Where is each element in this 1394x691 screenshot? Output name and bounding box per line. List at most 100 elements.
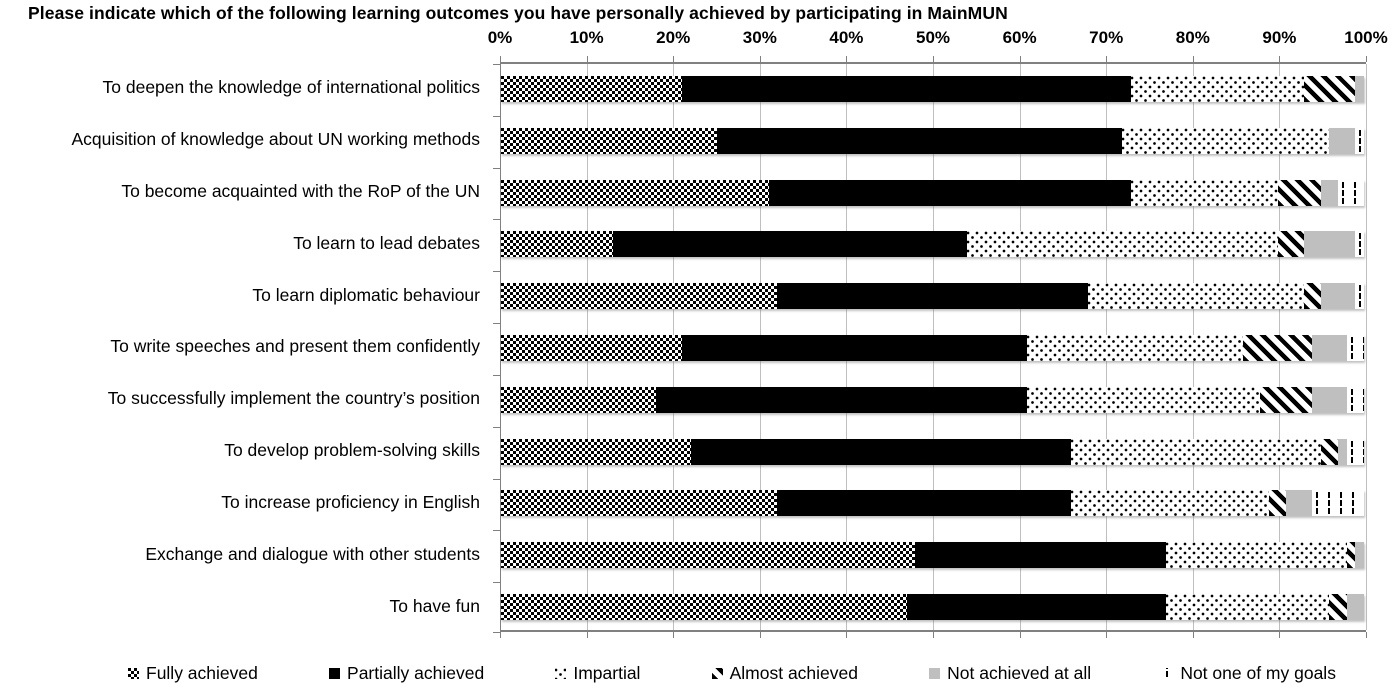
category-axis-tick-mark: [493, 323, 500, 324]
x-axis-tick-label: 60%: [1002, 28, 1037, 47]
bar-segment-fully-achieved: [501, 75, 683, 102]
category-label: To become acquainted with the RoP of the…: [121, 181, 480, 202]
bar-segment-not-achieved-at-all: [1312, 335, 1347, 361]
bar-segment-not-achieved-at-all: [1346, 594, 1364, 621]
bar-segment-not-one-of-my-goals: [1346, 438, 1364, 465]
bar-row: [501, 386, 1364, 413]
legend-label: Impartial: [573, 662, 641, 683]
bar-segment-not-achieved-at-all: [1329, 127, 1356, 154]
bar-segment-impartial: [1070, 490, 1270, 517]
bar-segment-not-one-of-my-goals: [1346, 335, 1364, 361]
x-axis-tick-label: 30%: [742, 28, 777, 47]
category-label: To learn to lead debates: [293, 232, 480, 253]
bar-segment-fully-achieved: [501, 542, 916, 569]
axis-tick-mark: [1192, 56, 1194, 62]
bar-segment-almost-achieved: [1329, 594, 1347, 621]
bar-segment-not-achieved-at-all: [1355, 542, 1364, 569]
legend-item: Impartial: [555, 663, 640, 684]
plot-area: [493, 56, 1367, 638]
category-axis-tick-mark: [493, 219, 500, 220]
bar-row: [501, 179, 1364, 206]
bar-segment-partially-achieved: [768, 179, 1131, 206]
bar-segment-impartial: [1070, 438, 1321, 465]
bar-segment-fully-achieved: [501, 438, 691, 465]
bar-segment-partially-achieved: [613, 231, 968, 258]
category-axis-tick-mark: [493, 632, 500, 633]
bar-segment-not-one-of-my-goals: [1346, 386, 1364, 413]
bar-segment-impartial: [1130, 179, 1278, 206]
bar-segment-partially-achieved: [915, 542, 1166, 569]
bar-segment-almost-achieved: [1243, 335, 1313, 361]
bar-segment-partially-achieved: [716, 127, 1123, 154]
bar-segment-not-achieved-at-all: [1320, 283, 1356, 310]
legend-swatch-almost-achieved-icon: [711, 667, 723, 679]
category-axis-tick-mark: [493, 479, 500, 480]
bar-row: [501, 127, 1364, 154]
bar-segment-partially-achieved: [777, 283, 1088, 310]
x-axis-tick-label: 50%: [915, 28, 951, 47]
axis-tick-mark: [500, 56, 501, 62]
x-axis-tick-label: 80%: [1175, 28, 1210, 47]
bar-segment-fully-achieved: [501, 231, 614, 258]
bar-row: [501, 438, 1364, 465]
axis-tick-mark: [673, 632, 675, 638]
bar-segment-not-one-of-my-goals: [1312, 490, 1364, 517]
category-label: To learn diplomatic behaviour: [252, 284, 480, 305]
category-axis-tick-mark: [493, 116, 500, 117]
axis-tick-mark: [1106, 56, 1108, 62]
bar-segment-impartial: [1027, 335, 1244, 361]
category-label: To deepen the knowledge of international…: [102, 77, 480, 98]
bar-segment-not-achieved-at-all: [1303, 231, 1356, 258]
bar-segment-almost-achieved: [1346, 542, 1356, 569]
category-label: To write speeches and present them confi…: [110, 336, 480, 357]
bar-segment-impartial: [1165, 594, 1330, 621]
x-axis-tick-label: 0%: [487, 28, 513, 47]
bar-segment-not-achieved-at-all: [1355, 75, 1364, 102]
axis-tick-mark: [1019, 632, 1021, 638]
category-label: Exchange and dialogue with other student…: [145, 543, 480, 564]
bar-segment-almost-achieved: [1320, 438, 1339, 465]
category-axis-tick-mark: [493, 427, 500, 428]
bar-segment-not-one-of-my-goals: [1355, 127, 1364, 154]
x-axis-tick-label: 90%: [1262, 28, 1297, 47]
bar-segment-not-achieved-at-all: [1312, 386, 1347, 413]
bar-segment-impartial: [1130, 75, 1304, 102]
y-axis-category-labels: To deepen the knowledge of international…: [0, 62, 490, 632]
axis-tick-mark: [759, 632, 761, 638]
bar-segment-impartial: [967, 231, 1278, 258]
category-axis-tick-mark: [493, 271, 500, 272]
axis-tick-mark: [1366, 56, 1367, 62]
legend-item: Almost achieved: [711, 662, 859, 684]
legend-label: Not one of my goals: [1180, 662, 1336, 683]
legend: Fully achieved Partially achieved Impartia…: [128, 660, 1336, 686]
axis-tick-mark: [586, 56, 588, 62]
bar-segment-impartial: [1027, 386, 1261, 413]
bar-segment-fully-achieved: [501, 283, 778, 310]
axis-tick-mark: [1366, 632, 1367, 638]
legend-swatch-not-one-of-my-goals-icon: [1162, 667, 1174, 679]
legend-label: Fully achieved: [146, 662, 258, 683]
category-axis-tick-mark: [493, 582, 500, 583]
chart-title: Please indicate which of the following l…: [28, 3, 1008, 23]
axis-tick-mark: [933, 632, 934, 638]
axis-tick-mark: [673, 56, 675, 62]
bar-segment-partially-achieved: [777, 490, 1071, 517]
legend-label: Not achieved at all: [947, 662, 1092, 683]
category-label: To increase proficiency in English: [221, 491, 480, 512]
category-axis-tick-mark: [493, 168, 500, 169]
bar-segment-almost-achieved: [1277, 231, 1304, 258]
legend-label: Almost achieved: [729, 662, 859, 683]
bar-row: [501, 231, 1364, 258]
legend-item: Partially achieved: [329, 663, 484, 684]
category-axis-tick-mark: [493, 530, 500, 531]
y-axis-line: [500, 64, 501, 630]
axis-tick-mark: [1279, 56, 1281, 62]
axis-tick-mark: [933, 56, 934, 62]
x-axis-tick-label: 100%: [1344, 28, 1388, 47]
bar-row: [501, 75, 1364, 102]
axis-tick-mark: [1106, 632, 1108, 638]
bar-segment-not-one-of-my-goals: [1355, 283, 1364, 310]
bar-segment-partially-achieved: [690, 438, 1071, 465]
axis-tick-mark: [500, 632, 501, 638]
